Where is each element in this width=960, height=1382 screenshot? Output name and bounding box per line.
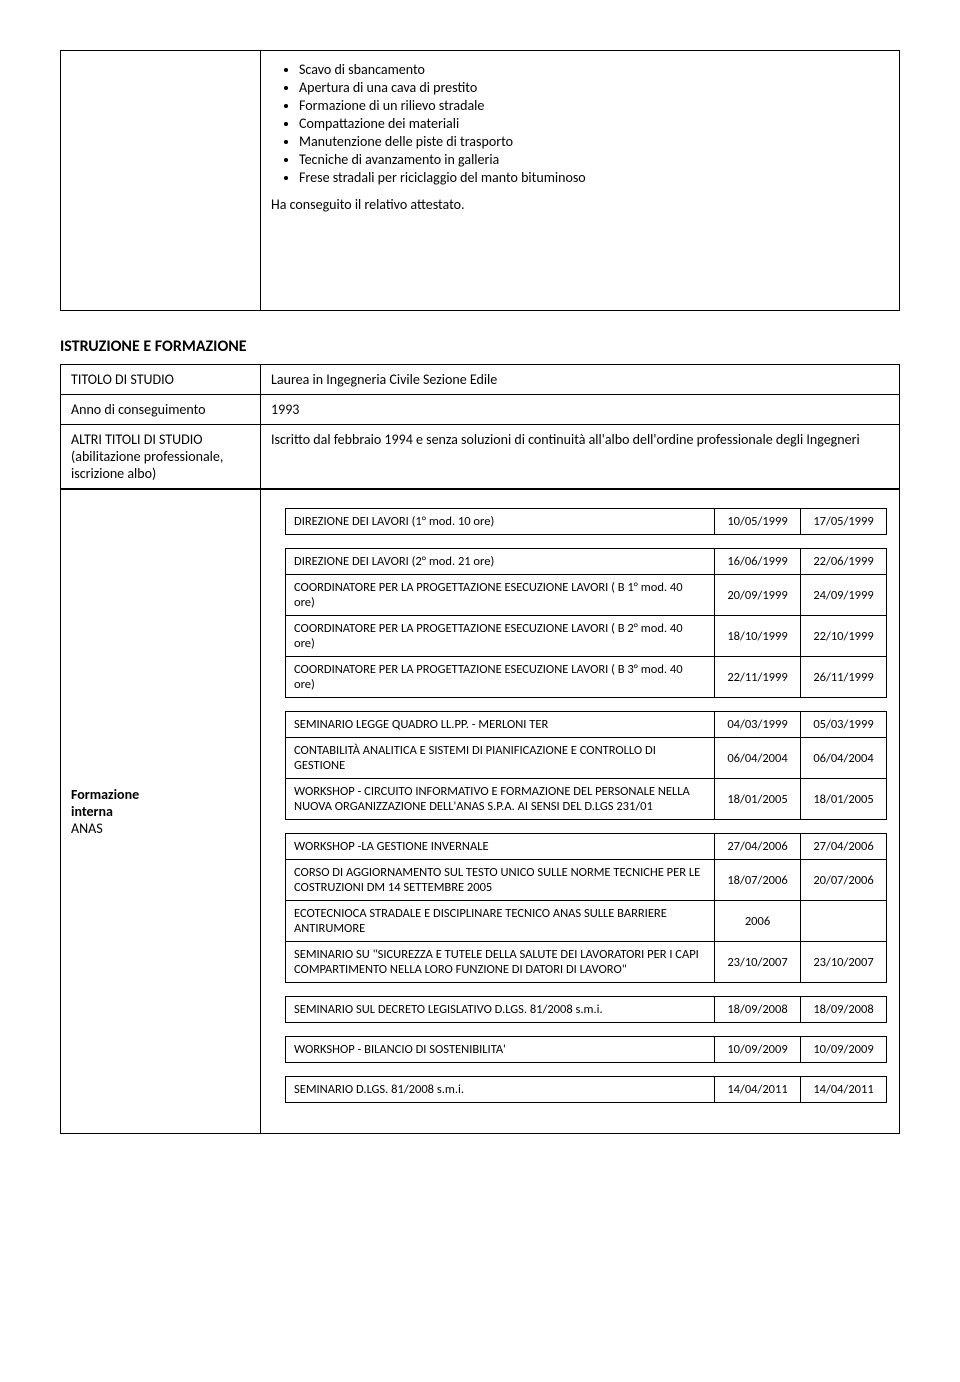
spacer-row [286, 698, 887, 712]
bullet-item: Frese stradali per riciclaggio del manto… [299, 169, 889, 186]
education-table: TITOLO DI STUDIO Laurea in Ingegneria Ci… [60, 364, 900, 489]
titolo-label: TITOLO DI STUDIO [61, 365, 261, 395]
course-name: SEMINARIO SUL DECRETO LEGISLATIVO D.LGS.… [286, 997, 715, 1023]
bullet-item: Tecniche di avanzamento in galleria [299, 151, 889, 168]
course-name: SEMINARIO D.LGS. 81/2008 s.m.i. [286, 1077, 715, 1103]
course-date-end: 06/04/2004 [801, 738, 887, 779]
course-date-start: 10/09/2009 [715, 1037, 801, 1063]
course-date-start: 14/04/2011 [715, 1077, 801, 1103]
course-name: SEMINARIO SU "SICUREZZA E TUTELE DELLA S… [286, 942, 715, 983]
training-courses-cell: DIREZIONE DEI LAVORI (1° mod. 10 ore)10/… [261, 490, 900, 1134]
spacer-row [286, 820, 887, 834]
top-block-table: Scavo di sbancamentoApertura di una cava… [60, 50, 900, 311]
course-row: WORKSHOP - CIRCUITO INFORMATIVO E FORMAZ… [286, 779, 887, 820]
training-label-cell: Formazione interna ANAS [61, 490, 261, 1134]
anno-label: Anno di conseguimento [61, 395, 261, 425]
course-date-start: 18/10/1999 [715, 616, 801, 657]
course-name: WORKSHOP - CIRCUITO INFORMATIVO E FORMAZ… [286, 779, 715, 820]
course-name: COORDINATORE PER LA PROGETTAZIONE ESECUZ… [286, 657, 715, 698]
training-label-2: interna [71, 803, 113, 820]
course-date-start: 27/04/2006 [715, 834, 801, 860]
course-name: WORKSHOP -LA GESTIONE INVERNALE [286, 834, 715, 860]
course-date-end: 17/05/1999 [801, 509, 887, 535]
course-date-start: 18/09/2008 [715, 997, 801, 1023]
course-row: SEMINARIO SU "SICUREZZA E TUTELE DELLA S… [286, 942, 887, 983]
training-label-3: ANAS [71, 820, 103, 837]
training-outer-table: Formazione interna ANAS DIREZIONE DEI LA… [60, 489, 900, 1134]
course-date-start: 20/09/1999 [715, 575, 801, 616]
course-date-start: 10/05/1999 [715, 509, 801, 535]
course-date-end: 24/09/1999 [801, 575, 887, 616]
course-date-start: 22/11/1999 [715, 657, 801, 698]
course-date-end: 22/06/1999 [801, 549, 887, 575]
course-name: SEMINARIO LEGGE QUADRO LL.PP. - MERLONI … [286, 712, 715, 738]
section-title: ISTRUZIONE E FORMAZIONE [60, 337, 900, 356]
course-row: WORKSHOP - BILANCIO DI SOSTENIBILITA'10/… [286, 1037, 887, 1063]
bullet-item: Manutenzione delle piste di trasporto [299, 133, 889, 150]
course-name: ECOTECNIOCA STRADALE E DISCIPLINARE TECN… [286, 901, 715, 942]
bullet-item: Formazione di un rilievo stradale [299, 97, 889, 114]
course-date-start: 18/07/2006 [715, 860, 801, 901]
altri-label: ALTRI TITOLI DI STUDIO (abilitazione pro… [61, 425, 261, 489]
anno-value: 1993 [261, 395, 900, 425]
course-name: DIREZIONE DEI LAVORI (1° mod. 10 ore) [286, 509, 715, 535]
course-date-end: 27/04/2006 [801, 834, 887, 860]
titolo-value: Laurea in Ingegneria Civile Sezione Edil… [261, 365, 900, 395]
course-date-end: 18/01/2005 [801, 779, 887, 820]
bullet-item: Apertura di una cava di prestito [299, 79, 889, 96]
top-right-cell: Scavo di sbancamentoApertura di una cava… [261, 51, 900, 311]
course-date-end: 14/04/2011 [801, 1077, 887, 1103]
spacer-row [286, 535, 887, 549]
course-date-start: 2006 [715, 901, 801, 942]
course-date-start: 04/03/1999 [715, 712, 801, 738]
course-date-end [801, 901, 887, 942]
courses-table: DIREZIONE DEI LAVORI (1° mod. 10 ore)10/… [285, 508, 887, 1103]
top-left-empty-cell [61, 51, 261, 311]
course-row: COORDINATORE PER LA PROGETTAZIONE ESECUZ… [286, 575, 887, 616]
spacer-row [286, 1023, 887, 1037]
spacer-row [286, 983, 887, 997]
course-date-end: 05/03/1999 [801, 712, 887, 738]
course-date-end: 23/10/2007 [801, 942, 887, 983]
bullet-item: Scavo di sbancamento [299, 61, 889, 78]
course-row: CONTABILITÀ ANALITICA E SISTEMI DI PIANI… [286, 738, 887, 779]
course-row: COORDINATORE PER LA PROGETTAZIONE ESECUZ… [286, 657, 887, 698]
course-name: COORDINATORE PER LA PROGETTAZIONE ESECUZ… [286, 575, 715, 616]
course-date-start: 18/01/2005 [715, 779, 801, 820]
course-date-end: 10/09/2009 [801, 1037, 887, 1063]
bullet-item: Compattazione dei materiali [299, 115, 889, 132]
course-row: WORKSHOP -LA GESTIONE INVERNALE27/04/200… [286, 834, 887, 860]
course-row: SEMINARIO D.LGS. 81/2008 s.m.i.14/04/201… [286, 1077, 887, 1103]
course-date-end: 18/09/2008 [801, 997, 887, 1023]
course-row: COORDINATORE PER LA PROGETTAZIONE ESECUZ… [286, 616, 887, 657]
top-closing-text: Ha conseguito il relativo attestato. [271, 196, 889, 213]
training-label-1: Formazione [71, 786, 139, 803]
spacer-row [286, 1063, 887, 1077]
top-bullets-list: Scavo di sbancamentoApertura di una cava… [271, 61, 889, 186]
course-name: WORKSHOP - BILANCIO DI SOSTENIBILITA' [286, 1037, 715, 1063]
course-row: CORSO DI AGGIORNAMENTO SUL TESTO UNICO S… [286, 860, 887, 901]
course-date-start: 23/10/2007 [715, 942, 801, 983]
course-row: ECOTECNIOCA STRADALE E DISCIPLINARE TECN… [286, 901, 887, 942]
course-date-start: 16/06/1999 [715, 549, 801, 575]
altri-value: Iscritto dal febbraio 1994 e senza soluz… [261, 425, 900, 489]
course-date-end: 22/10/1999 [801, 616, 887, 657]
course-name: DIREZIONE DEI LAVORI (2° mod. 21 ore) [286, 549, 715, 575]
course-date-end: 20/07/2006 [801, 860, 887, 901]
course-row: SEMINARIO SUL DECRETO LEGISLATIVO D.LGS.… [286, 997, 887, 1023]
course-date-end: 26/11/1999 [801, 657, 887, 698]
course-row: DIREZIONE DEI LAVORI (1° mod. 10 ore)10/… [286, 509, 887, 535]
course-name: COORDINATORE PER LA PROGETTAZIONE ESECUZ… [286, 616, 715, 657]
course-row: DIREZIONE DEI LAVORI (2° mod. 21 ore)16/… [286, 549, 887, 575]
course-date-start: 06/04/2004 [715, 738, 801, 779]
course-row: SEMINARIO LEGGE QUADRO LL.PP. - MERLONI … [286, 712, 887, 738]
course-name: CONTABILITÀ ANALITICA E SISTEMI DI PIANI… [286, 738, 715, 779]
course-name: CORSO DI AGGIORNAMENTO SUL TESTO UNICO S… [286, 860, 715, 901]
